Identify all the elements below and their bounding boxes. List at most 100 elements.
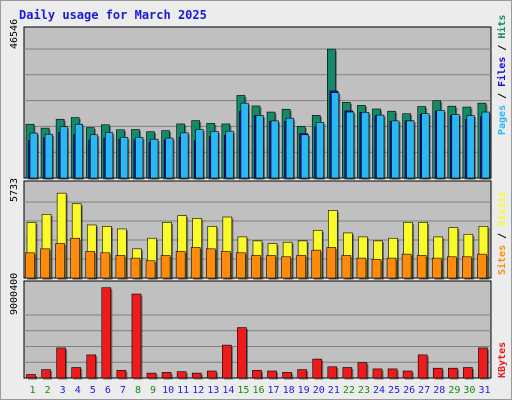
bar-sites-11 xyxy=(175,251,186,279)
bar-kbytes-22 xyxy=(342,367,353,379)
bar-kbytes-9 xyxy=(146,372,157,379)
bar-sites-6 xyxy=(100,252,111,279)
legend-separator: / xyxy=(497,227,508,245)
x-tick-label-5: 5 xyxy=(90,385,96,396)
y-tick-label: 9000400 xyxy=(9,273,20,315)
bar-pages-27 xyxy=(421,113,430,179)
bar-sites-5 xyxy=(85,251,96,279)
bar-pages-16 xyxy=(255,115,264,179)
legend-visits: Visits xyxy=(496,191,508,227)
x-tick-label-28: 28 xyxy=(433,385,445,396)
bar-pages-26 xyxy=(406,120,415,179)
bar-kbytes-6 xyxy=(101,287,112,379)
bar-kbytes-23 xyxy=(357,362,368,379)
bar-kbytes-24 xyxy=(372,368,383,379)
bar-pages-19 xyxy=(300,134,309,179)
x-tick-label-27: 27 xyxy=(418,385,430,396)
x-tick-label-25: 25 xyxy=(388,385,400,396)
legend-hits: Hits xyxy=(496,15,508,39)
x-tick-label-13: 13 xyxy=(207,385,219,396)
bar-kbytes-20 xyxy=(312,358,323,379)
legend-kbytes-panel: KBytes xyxy=(497,342,508,378)
bar-kbytes-14 xyxy=(222,344,232,379)
bar-pages-24 xyxy=(376,114,385,179)
bar-pages-2 xyxy=(44,133,53,179)
bar-sites-24 xyxy=(371,259,382,279)
bar-kbytes-5 xyxy=(86,354,97,379)
bar-pages-6 xyxy=(105,132,114,179)
x-tick-label-23: 23 xyxy=(358,385,370,396)
bar-pages-9 xyxy=(150,138,159,179)
bar-sites-3 xyxy=(55,243,65,279)
x-tick-label-29: 29 xyxy=(448,385,460,396)
bar-sites-30 xyxy=(462,256,472,279)
x-tick-label-3: 3 xyxy=(60,385,66,396)
bar-pages-15 xyxy=(240,102,249,179)
x-tick-label-26: 26 xyxy=(403,385,415,396)
bar-sites-4 xyxy=(70,237,80,279)
bar-kbytes-11 xyxy=(176,371,187,379)
x-tick-label-14: 14 xyxy=(222,385,234,396)
bar-pages-25 xyxy=(391,120,400,179)
bar-sites-7 xyxy=(115,255,126,279)
bar-sites-8 xyxy=(130,257,141,279)
x-tick-label-9: 9 xyxy=(150,385,156,396)
bar-sites-13 xyxy=(205,248,216,279)
bar-pages-31 xyxy=(481,111,490,179)
bar-sites-9 xyxy=(145,260,156,279)
x-tick-label-31: 31 xyxy=(478,385,490,396)
x-tick-label-1: 1 xyxy=(30,385,36,396)
x-tick-label-12: 12 xyxy=(192,385,204,396)
legend-separator: / xyxy=(497,87,508,105)
bar-kbytes-2 xyxy=(41,369,51,379)
bar-sites-20 xyxy=(311,249,322,279)
bar-pages-10 xyxy=(165,137,174,179)
bar-pages-23 xyxy=(361,112,370,179)
bar-pages-17 xyxy=(270,120,279,179)
bar-kbytes-31 xyxy=(478,347,488,379)
bar-kbytes-15 xyxy=(237,327,247,379)
bar-sites-29 xyxy=(447,256,457,279)
bar-pages-4 xyxy=(74,123,83,179)
bar-pages-22 xyxy=(346,111,355,179)
x-tick-label-4: 4 xyxy=(75,385,81,396)
x-tick-label-16: 16 xyxy=(252,385,264,396)
bar-kbytes-30 xyxy=(463,367,473,379)
y-tick-label: 46546 xyxy=(9,19,20,49)
x-tick-label-8: 8 xyxy=(135,385,141,396)
bar-sites-26 xyxy=(401,253,412,279)
bar-sites-31 xyxy=(477,253,487,279)
bar-sites-16 xyxy=(251,255,261,279)
bar-sites-22 xyxy=(341,255,352,279)
bar-kbytes-21 xyxy=(327,366,338,379)
x-tick-label-20: 20 xyxy=(313,385,325,396)
bar-pages-13 xyxy=(210,131,219,179)
legend-files: Files xyxy=(496,57,508,87)
bar-kbytes-16 xyxy=(252,370,262,379)
bar-sites-10 xyxy=(160,255,171,279)
x-tick-label-2: 2 xyxy=(45,385,51,396)
bar-kbytes-12 xyxy=(191,372,202,379)
legend-pages: Pages xyxy=(497,105,508,135)
bar-kbytes-8 xyxy=(131,293,142,379)
bar-sites-12 xyxy=(190,247,201,279)
legend-sites: Sites xyxy=(496,245,508,275)
x-tick-label-17: 17 xyxy=(268,385,280,396)
bar-kbytes-18 xyxy=(282,372,292,379)
bar-pages-21 xyxy=(330,92,340,179)
bar-sites-17 xyxy=(266,255,276,279)
bar-kbytes-26 xyxy=(402,370,413,379)
bar-pages-12 xyxy=(195,129,204,179)
x-tick-label-18: 18 xyxy=(283,385,295,396)
bar-sites-25 xyxy=(386,257,397,279)
x-tick-label-22: 22 xyxy=(343,385,355,396)
bar-kbytes-10 xyxy=(161,372,172,379)
legend-hits-panel: Pages / Files / Hits xyxy=(496,15,508,135)
bar-sites-21 xyxy=(326,247,337,279)
bar-kbytes-4 xyxy=(71,367,81,379)
x-tick-label-7: 7 xyxy=(120,385,126,396)
bar-pages-5 xyxy=(89,134,99,179)
x-tick-label-19: 19 xyxy=(298,385,310,396)
bar-pages-18 xyxy=(285,117,294,179)
